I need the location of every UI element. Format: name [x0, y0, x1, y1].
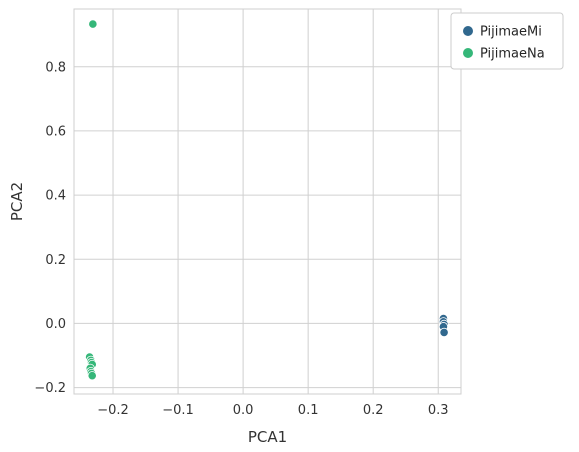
- x-tick-label: 0.2: [363, 403, 384, 418]
- grid: [74, 9, 461, 394]
- x-tick-label: −0.2: [97, 403, 129, 418]
- legend-box: [450, 12, 564, 70]
- x-axis-label: PCA1: [248, 428, 287, 446]
- x-tick-label: 0.3: [428, 403, 449, 418]
- y-tick-label: 0.0: [45, 317, 66, 332]
- y-tick-label: 0.6: [45, 124, 66, 139]
- data-point-pijimaena: [88, 19, 98, 29]
- legend-label-pijimaemi: PijimaeMi: [480, 25, 542, 40]
- legend-label-pijimaena: PijimaeNa: [480, 47, 545, 62]
- x-tick-label: 0.0: [233, 403, 254, 418]
- legend: PijimaeMi PijimaeNa: [450, 12, 564, 70]
- y-axis-label: PCA2: [8, 182, 26, 221]
- data-points: [85, 19, 449, 381]
- y-tick-label: 0.4: [45, 189, 66, 204]
- legend-marker-pijimaemi: [463, 26, 473, 36]
- y-tick-label: 0.2: [45, 253, 66, 268]
- data-point-pijimaemi: [439, 327, 449, 337]
- y-tick-labels: −0.2 0.0 0.2 0.4 0.6 0.8: [34, 60, 66, 396]
- y-tick-label: −0.2: [34, 381, 66, 396]
- data-point-pijimaena: [87, 371, 97, 381]
- plot-frame: [73, 8, 462, 395]
- y-tick-label: 0.8: [45, 60, 66, 75]
- x-tick-label: −0.1: [162, 403, 194, 418]
- legend-marker-pijimaena: [463, 48, 473, 58]
- x-tick-label: 0.1: [298, 403, 319, 418]
- x-tick-labels: −0.2 −0.1 0.0 0.1 0.2 0.3: [97, 403, 448, 418]
